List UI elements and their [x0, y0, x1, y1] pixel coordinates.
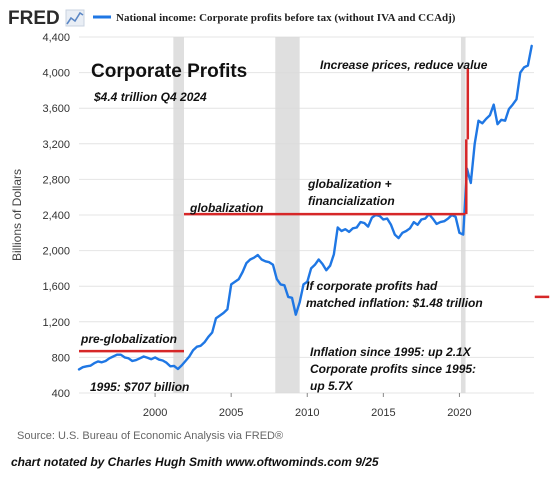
- x-tick-label: 2000: [143, 407, 167, 419]
- y-tick-label: 2,400: [42, 210, 70, 222]
- x-tick-label: 2010: [295, 407, 319, 419]
- annotation-inflation-1: If corporate profits had: [306, 279, 438, 293]
- series-line: [77, 44, 533, 371]
- annotation-profits-since-2: up 5.7X: [310, 379, 354, 393]
- fred-logo[interactable]: FRED: [8, 8, 60, 29]
- y-tick-label: 3,600: [42, 103, 70, 115]
- reference-lines: [79, 68, 550, 353]
- y-tick-label: 4,400: [42, 32, 70, 44]
- annotations: Corporate Profits $4.4 trillion Q4 2024 …: [80, 58, 488, 394]
- y-axis-ticks: 400 800 1,200 1,600 2,000 2,400 2,800 3,200 3,60…: [42, 32, 70, 400]
- y-axis-label: Billions of Dollars: [10, 169, 24, 261]
- footer-credit: chart notated by Charles Hugh Smith www.…: [11, 455, 379, 469]
- y-tick-label: 1,200: [42, 317, 70, 329]
- fred-logo-graph-icon: [65, 9, 85, 27]
- y-tick-label: 2,000: [42, 246, 70, 258]
- y-tick-label: 2,800: [42, 174, 70, 186]
- annotation-subtitle: $4.4 trillion Q4 2024: [93, 90, 207, 104]
- annotation-globalization: globalization: [189, 201, 263, 215]
- annotation-inflation-since: Inflation since 1995: up 2.1X: [310, 345, 472, 359]
- data-series: [77, 44, 533, 371]
- y-tick-label: 3,200: [42, 139, 70, 151]
- annotation-profits-since-1: Corporate profits since 1995:: [310, 362, 476, 376]
- y-tick-label: 800: [52, 352, 70, 364]
- x-axis-ticks: 2000 2005 2010 2015 2020: [143, 393, 472, 419]
- annotation-inflation-2: matched inflation: $1.48 trillion: [306, 296, 483, 310]
- annotation-title: Corporate Profits: [91, 61, 247, 82]
- annotation-base-1995: 1995: $707 billion: [90, 380, 189, 394]
- annotation-glob-fin-1: globalization +: [307, 177, 392, 191]
- y-tick-label: 4,000: [42, 68, 70, 80]
- x-tick-label: 2005: [219, 407, 243, 419]
- fred-header: FRED National income: Corporate profits …: [8, 8, 456, 29]
- x-tick-label: 2015: [371, 407, 395, 419]
- recession-band: [173, 37, 184, 393]
- annotation-glob-fin-2: financialization: [308, 194, 395, 208]
- source-note: Source: U.S. Bureau of Economic Analysis…: [17, 430, 283, 442]
- annotation-increase-prices: Increase prices, reduce value: [320, 58, 488, 72]
- legend-label: National income: Corporate profits befor…: [116, 12, 456, 24]
- x-tick-label: 2020: [447, 407, 471, 419]
- y-tick-label: 1,600: [42, 281, 70, 293]
- y-tick-label: 400: [52, 388, 70, 400]
- annotation-pre-globalization: pre-globalization: [80, 332, 177, 346]
